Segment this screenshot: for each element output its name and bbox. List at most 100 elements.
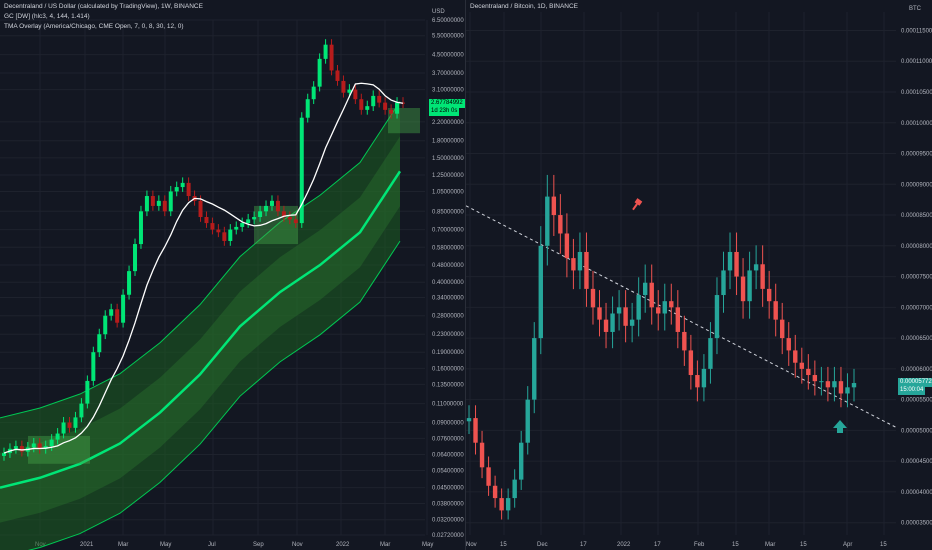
candle-body [269,200,274,206]
candle-body [252,217,257,220]
candle-body [180,182,185,188]
left-timer-tag: 1d 23h 0s [429,107,460,116]
left-chart-canvas[interactable]: 6.50000000 5.50000000 4.50000000 3.70000000… [0,0,465,550]
candle-body [85,380,90,404]
left-chart-pane[interactable]: 6.50000000 5.50000000 4.50000000 3.70000000… [0,0,465,550]
right-chart-pane[interactable]: 0.00011500 0.00011000 0.00010500 0.00010000… [466,0,932,550]
candle-body [786,338,791,351]
y-tick-label: 0.23000000 [432,332,464,338]
x-tick-label: Dec [537,542,548,548]
x-tick-label: 17 [580,542,587,548]
candle-body [115,309,120,323]
candle-body [669,301,674,308]
y-tick-label: 0.00005000 [901,428,932,434]
candle-body [780,319,785,339]
x-tick-label: 15 [800,542,807,548]
y-tick-label: 0.00007000 [901,305,932,311]
y-tick-label: 0.03800000 [432,502,464,508]
candle-body [287,217,292,220]
candle-body [264,205,269,212]
tma-indicator-label[interactable]: TMA Overlay (America/Chicago, CME Open, … [4,23,184,30]
candle-body [311,86,316,100]
candle-body [222,232,227,241]
x-tick-label: 15 [732,542,739,548]
candle-body [341,80,346,93]
y-tick-label: 1.50000000 [432,156,464,162]
x-tick-label: Mar [118,542,128,548]
x-tick-label: Nov [292,542,303,548]
candle-body [734,251,739,277]
right-timer-tag: 15:00:04 [898,386,926,395]
candle-body [642,282,648,296]
candle-body [186,182,191,197]
candle-body [138,211,143,245]
candle-body [389,109,394,114]
candle-body [37,443,42,449]
y-tick-label: 0.00004500 [901,459,932,465]
y-tick-label: 0.05400000 [432,469,464,475]
gc-upper-line [0,101,401,419]
pane-divider[interactable] [465,0,466,550]
candle-body [832,381,837,388]
candle-body [258,211,263,218]
y-tick-label: 0.16000000 [432,366,464,372]
candle-body [688,350,694,376]
candle-body [329,44,334,71]
y-tick-label: 0.85000000 [432,209,464,215]
candle-body [31,443,36,448]
candle-body [773,301,778,320]
candle-body [492,485,498,499]
candle-body [79,403,84,418]
y-tick-label: 4.50000000 [432,53,464,59]
x-tick-label: May [160,542,171,548]
candle-body [825,381,831,388]
tma-box [28,435,90,464]
candle-body [305,99,310,118]
candle-body [156,200,161,206]
candle-body [19,446,24,452]
left-price-tag: 2.67784992 [429,99,465,108]
gc-inner-band [0,136,400,523]
y-tick-label: 0.28000000 [432,314,464,320]
candle-body [162,200,167,212]
x-tick-label: May [422,542,433,548]
y-tick-label: 0.04500000 [432,486,464,492]
x-tick-label: 2022 [617,542,631,548]
candle-body [127,271,132,295]
y-tick-label: 6.50000000 [432,18,464,24]
candle-body [558,215,563,234]
gc-indicator-label[interactable]: GC [DW] (hlc3, 4, 144, 1.414) [4,13,90,20]
candle-body [198,200,203,218]
candle-body [545,196,550,246]
candle-body [293,219,298,224]
candle-body [727,251,733,271]
candle-body [281,211,286,218]
candle-body [845,387,850,394]
candle-body [616,307,622,314]
y-tick-label: 0.00004000 [901,490,932,496]
candle-body [43,446,48,449]
x-tick-label: Jul [208,542,216,548]
gc-lower-line [27,240,401,550]
candle-body [73,417,78,428]
candle-body [144,196,149,212]
candle-body [91,352,96,381]
candle-body [347,89,352,93]
candle-body [701,368,707,388]
candle-body [359,99,364,110]
y-tick-label: 0.06400000 [432,453,464,459]
candle-body [532,338,537,400]
candle-body [662,301,667,314]
candle-body [656,307,661,314]
right-chart-canvas[interactable]: 0.00011500 0.00011000 0.00010500 0.00010000… [466,0,932,550]
candle-body [323,44,328,59]
candle-body [55,433,60,440]
y-tick-label: 0.00009000 [901,182,932,188]
candle-body [629,319,635,326]
candle-body [168,191,173,212]
downtrend-line [466,205,897,428]
candle-body [365,106,370,110]
candle-body [564,233,570,259]
right-price-tag: 0.00005772 [898,378,932,387]
y-tick-label: 0.09000000 [432,420,464,426]
